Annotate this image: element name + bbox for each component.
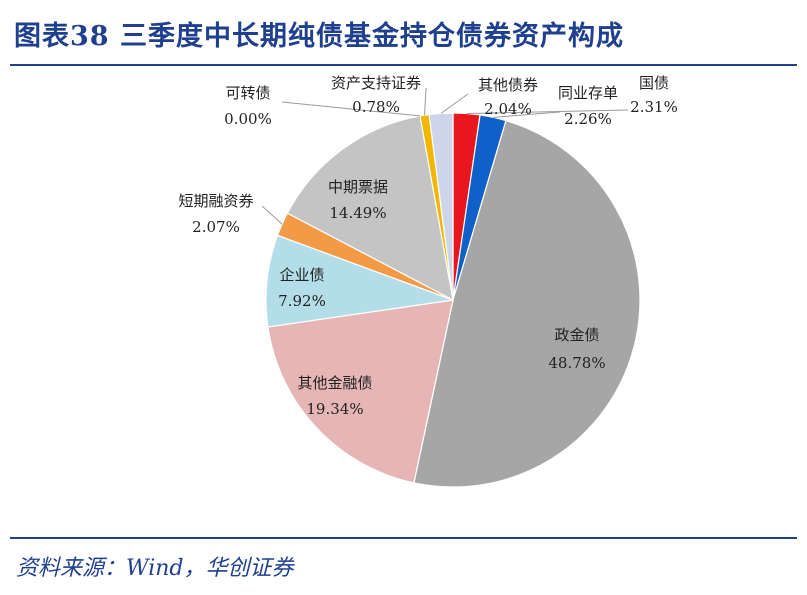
footer-divider — [10, 537, 797, 539]
leader-line — [261, 205, 283, 225]
leader-line — [466, 109, 629, 114]
source-note: 资料来源：Wind，华创证券 — [16, 556, 294, 581]
slice-name-label: 政金债 — [554, 326, 599, 344]
slice-name-label: 国债 — [639, 74, 669, 92]
pie-slice — [286, 115, 454, 302]
leader-line — [440, 93, 469, 114]
title-divider — [10, 64, 797, 66]
slice-value-label: 14.49% — [329, 204, 386, 222]
slice-value-label: 19.34% — [306, 400, 363, 418]
leader-line — [493, 111, 561, 118]
slice-name-label: 中期票据 — [328, 178, 388, 196]
slice-value-label: 2.31% — [630, 98, 678, 116]
slice-labels: 国债 2.31% 同业存单 2.26% 政金债 48.78% 其他金融债 19.34% 企业债 7… — [178, 74, 677, 418]
slice-value-label: 2.04% — [484, 100, 532, 118]
figure-title: 图表38 三季度中长期纯债基金持仓债券资产构成 — [14, 21, 624, 52]
slice-value-label: 7.92% — [278, 292, 326, 310]
slice-name-label: 短期融资券 — [178, 192, 253, 210]
slice-name-label: 同业存单 — [558, 84, 618, 102]
slice-name-label: 资产支持证券 — [331, 74, 421, 92]
leader-line — [281, 101, 421, 117]
slice-value-label: 2.07% — [192, 218, 240, 236]
pie-slice — [413, 119, 641, 488]
slice-value-label: 48.78% — [548, 354, 605, 372]
pie-slice — [265, 234, 454, 328]
leader-lines — [261, 87, 629, 225]
slice-name-label: 其他金融债 — [297, 374, 372, 392]
slice-value-label: 0.00% — [224, 110, 272, 128]
slice-name-label: 其他债券 — [478, 76, 538, 94]
slice-name-label: 可转债 — [225, 84, 270, 102]
leader-line — [424, 87, 427, 116]
slice-value-label: 0.78% — [352, 98, 400, 116]
slice-value-label: 2.26% — [564, 110, 612, 128]
slice-name-label: 企业债 — [279, 266, 324, 284]
pie-slice — [267, 299, 454, 484]
